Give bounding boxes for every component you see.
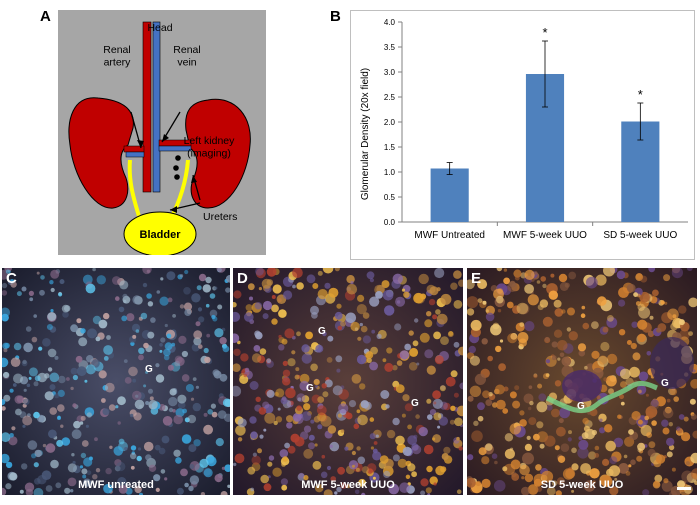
green-vessel xyxy=(545,380,658,413)
glomerulus-label: G xyxy=(411,398,419,409)
x-tick-label: MWF Untreated xyxy=(414,230,485,241)
aorta xyxy=(142,21,152,193)
imaging-dot xyxy=(173,165,179,171)
renal-vein-right xyxy=(158,145,192,152)
x-tick-label: SD 5-week UUO xyxy=(603,230,677,241)
micrograph-d-caption: MWF 5-week UUO xyxy=(301,479,395,491)
micrograph-e-image xyxy=(467,268,697,495)
micrograph-c-image xyxy=(2,268,230,495)
scale-bar xyxy=(677,487,691,490)
renal-vein-left xyxy=(125,151,145,158)
micrograph-d: D G G G MWF 5-week UUO xyxy=(233,268,463,495)
micrograph-c: C G MWF unreated xyxy=(2,268,230,495)
label-renal-artery: Renal artery xyxy=(103,44,131,69)
x-tick-label: MWF 5-week UUO xyxy=(503,230,587,241)
kidney-diagram: Head Renal artery Renal vein Left kidney (i… xyxy=(58,10,266,255)
micrograph-e: E G G SD 5-week UUO xyxy=(467,268,697,495)
y-tick-label: 1.5 xyxy=(384,143,396,152)
arrow-heads xyxy=(137,134,197,213)
purple-region xyxy=(650,337,694,389)
glomerulus-label: G xyxy=(145,364,153,375)
y-tick-label: 4.0 xyxy=(384,18,396,27)
glomerular-density-chart: 0.0 0.5 1.0 1.5 2.0 2.5 3.0 3.5 4.0 MWF Untreated… xyxy=(350,10,695,260)
bar xyxy=(430,168,469,222)
y-tick-label: 1.0 xyxy=(384,168,396,177)
y-tick-label: 2.0 xyxy=(384,118,396,127)
y-axis-label: Glomerular Density (20x field) xyxy=(360,68,371,200)
panel-c-letter: C xyxy=(6,270,17,287)
panel-a-letter: A xyxy=(40,8,51,25)
significance-marker: * xyxy=(542,25,547,40)
panel-b-letter: B xyxy=(330,8,341,25)
micrograph-c-caption: MWF unreated xyxy=(78,479,154,491)
y-tick-label: 3.0 xyxy=(384,68,396,77)
label-ureters: Ureters xyxy=(203,211,237,223)
label-head: Head xyxy=(147,22,172,34)
y-tick-label: 0.0 xyxy=(384,218,396,227)
purple-region xyxy=(562,370,602,402)
right-kidney-shape xyxy=(68,97,134,209)
bladder-shape xyxy=(123,211,197,255)
significance-marker: * xyxy=(638,87,643,102)
panel-d-letter: D xyxy=(237,270,248,287)
y-tick-label: 3.5 xyxy=(384,43,396,52)
imaging-dot xyxy=(175,155,181,161)
vena-cava xyxy=(152,21,161,193)
glomerulus-label: G xyxy=(577,401,585,412)
label-renal-vein: Renal vein xyxy=(173,44,200,69)
micrograph-e-caption: SD 5-week UUO xyxy=(540,479,624,491)
panel-e-letter: E xyxy=(471,270,482,287)
label-bladder: Bladder xyxy=(140,229,182,241)
micrograph-d-image xyxy=(233,268,463,495)
y-tick-label: 2.5 xyxy=(384,93,396,102)
glomerulus-label: G xyxy=(318,326,326,337)
glomerulus-label: G xyxy=(661,378,669,389)
label-left-kidney: Left kidney (imaging) xyxy=(184,135,236,160)
y-tick-label: 0.5 xyxy=(384,193,396,202)
imaging-dot xyxy=(174,174,180,180)
glomerulus-label: G xyxy=(306,383,314,394)
